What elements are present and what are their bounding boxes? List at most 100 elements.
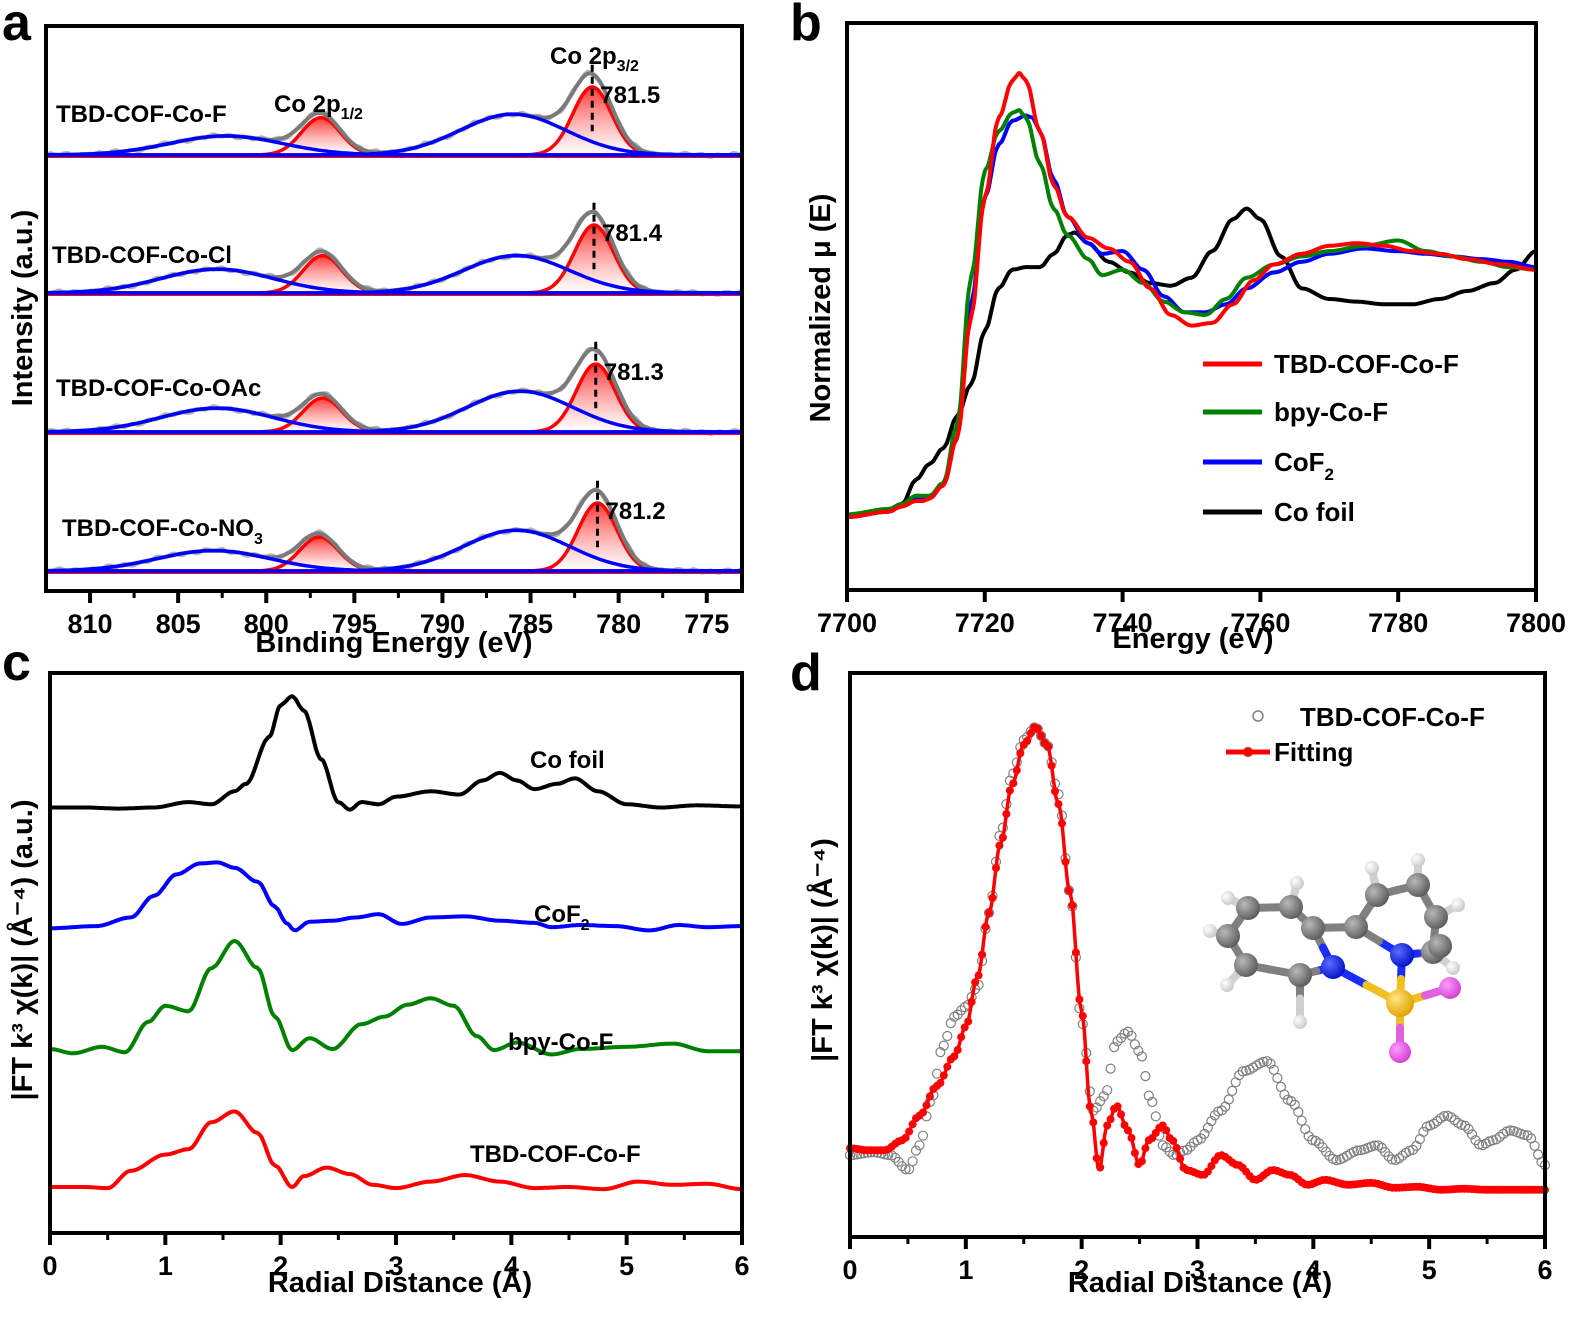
hydrogen-atom-icon: [1220, 978, 1234, 992]
panel-d-x-tick-label: 0: [842, 1255, 857, 1285]
fitting-point: [1054, 800, 1063, 809]
panel-d-legend: TBD-COF-Co-F Fitting: [1226, 702, 1485, 767]
fitting-point: [953, 1045, 962, 1054]
data-point: [1112, 1036, 1123, 1047]
panel-a-x-tick-label: 785: [508, 609, 553, 639]
data-point: [1105, 1063, 1116, 1074]
data-point: [1331, 1154, 1342, 1166]
fitting-point: [957, 1033, 966, 1042]
fitting-point: [1078, 1012, 1087, 1020]
fitting-point: [995, 841, 1004, 850]
legend-item: bpy-Co-F: [1203, 397, 1388, 427]
legend-item: CoF2: [1203, 447, 1334, 484]
data-point: [1352, 1145, 1363, 1156]
data-point: [1310, 1135, 1321, 1147]
panel-c-x-tick-label: 1: [158, 1251, 173, 1281]
fitting-point: [1127, 1133, 1136, 1142]
fitting-point: [988, 894, 997, 902]
co-2p32-peak-fill: [526, 87, 659, 155]
panel-label-d: d: [790, 644, 822, 702]
fitting-point: [1117, 1110, 1125, 1119]
fitting-point: [974, 971, 983, 980]
co-2p32-annotation: Co 2p3/2: [550, 43, 639, 75]
legend-item: Co foil: [1203, 497, 1355, 527]
hydrogen-atom-icon: [1221, 891, 1235, 905]
data-point: [1303, 1131, 1314, 1142]
fitting-point: [922, 1101, 931, 1110]
legend-label: Co foil: [1274, 497, 1355, 527]
legend-label: TBD-COF-Co-F: [1274, 349, 1459, 379]
peak-value-label: 781.5: [600, 82, 660, 109]
data-point: [1428, 1118, 1439, 1129]
panel-a-spectrum-labels: 781.5 TBD-COF-Co-F 781.4 TBD-COF-Co-Cl 781.3…: [52, 82, 666, 548]
fitting-point: [964, 1017, 973, 1026]
fitting-point: [1051, 787, 1059, 796]
data-point: [1369, 1140, 1380, 1151]
data-point: [1108, 1041, 1120, 1053]
fluorine-atom-icon: [1389, 1041, 1411, 1063]
legend-label: Fitting: [1274, 737, 1353, 767]
peak-value-label: 781.4: [602, 220, 663, 247]
data-point: [1397, 1150, 1408, 1161]
fitting-point: [1092, 1154, 1101, 1163]
series-label: bpy-Co-F: [508, 1029, 613, 1056]
data-point: [900, 1164, 911, 1175]
fitting-curve: [846, 723, 1549, 1194]
data-point: [1098, 1091, 1109, 1102]
panel-label-c: c: [2, 634, 31, 692]
data-point: [1216, 1105, 1227, 1116]
data-point: [1418, 1126, 1429, 1138]
fitting-point: [1113, 1102, 1122, 1111]
legend-item: TBD-COF-Co-F: [1203, 349, 1459, 379]
ft-line-bpy-co-f: [49, 939, 742, 1057]
panel-a-x-ticks: 810 805 800 795 790 785 780 775: [68, 591, 729, 639]
ft-line-co-foil: [50, 694, 742, 812]
panel-b-x-tick-label: 7740: [1093, 608, 1153, 638]
fitting-point: [998, 833, 1007, 842]
co-2p32-peak-fill: [530, 503, 668, 571]
panel-d-x-ticks: 0 1 2 3 4 5 6: [842, 1237, 1553, 1285]
fitting-point: [971, 978, 980, 987]
panel-a-xps: 810 805 800 795 790 785 780 775 Binding Energy …: [7, 24, 744, 659]
data-point: [1126, 1030, 1137, 1041]
panel-c-x-tick-label: 3: [388, 1251, 403, 1281]
fitting-point: [936, 1078, 945, 1087]
legend-label: bpy-Co-F: [1274, 397, 1388, 427]
data-point: [945, 1017, 956, 1029]
data-point: [1279, 1089, 1290, 1100]
panel-b-y-axis-title: Normalized μ (E): [805, 194, 837, 423]
data-point: [917, 1130, 929, 1141]
data-point: [1300, 1124, 1311, 1135]
data-point: [1463, 1123, 1474, 1135]
data-point: [1491, 1134, 1502, 1145]
fitting-point: [1103, 1121, 1112, 1130]
filled-circle-marker-icon: [1243, 747, 1253, 757]
panel-c-series-labels: Co foil CoF2 bpy-Co-F TBD-COF-Co-F: [470, 747, 641, 1168]
xps-spectrum: [45, 202, 743, 297]
panel-b-x-axis-title: Energy (eV): [1112, 623, 1273, 655]
fitting-point: [939, 1071, 948, 1080]
panel-a-x-tick-label: 805: [156, 609, 201, 639]
carbon-atom-icon: [1301, 916, 1325, 940]
data-point: [1296, 1115, 1307, 1126]
series-label: Co foil: [530, 747, 605, 774]
panel-b-plot-area: [846, 71, 1537, 519]
fitting-point: [985, 908, 993, 917]
fitting-point: [1012, 766, 1021, 775]
data-point: [896, 1161, 908, 1172]
panel-a-plot-area: [44, 64, 743, 575]
fitting-point: [1075, 995, 1084, 1004]
fitting-point: [1058, 819, 1066, 828]
panel-label-b: b: [790, 0, 822, 52]
peak-value-label: 781.3: [604, 359, 664, 386]
xanes-line-tbd-cof-co-f: [846, 71, 1537, 519]
panel-d-y-axis-title: |FT k³ χ(k)| (Å⁻⁴): [806, 838, 839, 1062]
fitting-point: [1130, 1148, 1139, 1157]
data-point: [1258, 1056, 1269, 1067]
carbon-atom-icon: [1236, 896, 1260, 920]
data-point: [1150, 1111, 1161, 1122]
fitting-point: [1089, 1118, 1098, 1127]
data-point: [942, 1030, 953, 1042]
data-point: [1272, 1072, 1283, 1084]
panel-c-x-tick-label: 5: [619, 1251, 634, 1281]
